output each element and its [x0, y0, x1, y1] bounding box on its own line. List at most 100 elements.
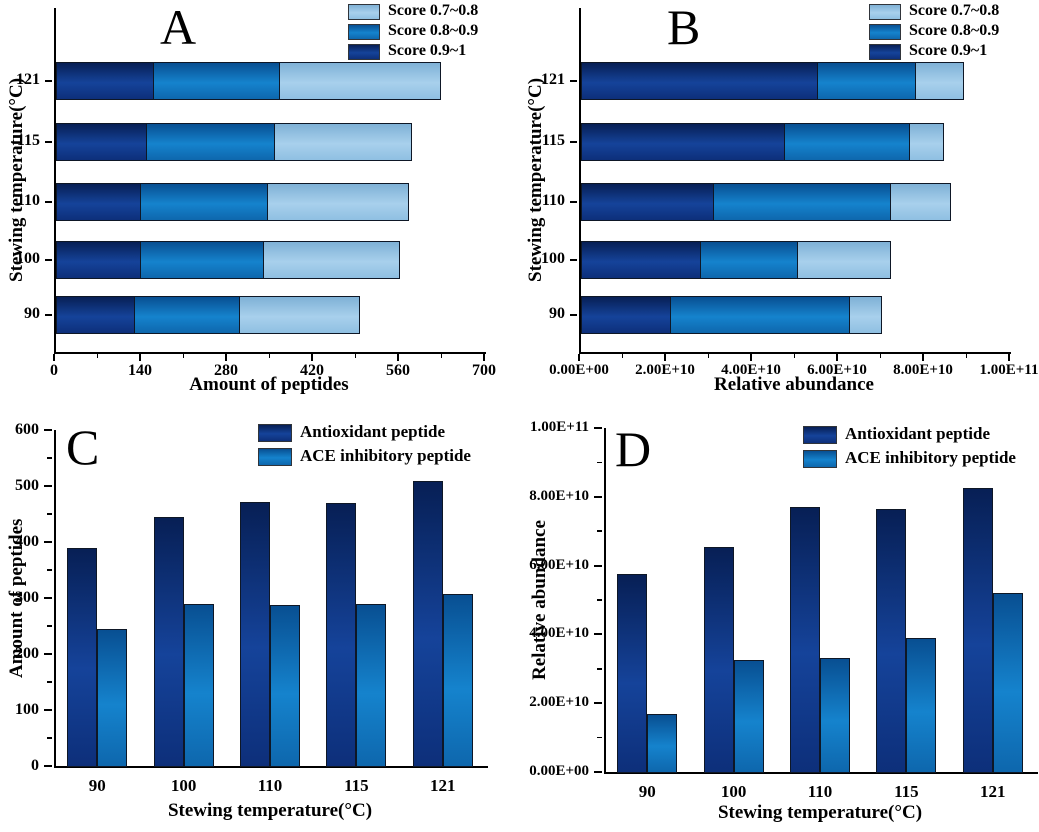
- legend-swatch-light: [348, 4, 380, 20]
- x-minor-tick: [879, 354, 881, 358]
- bar-segment-dark: [581, 241, 702, 280]
- x-tick-label: 420: [300, 362, 324, 379]
- panel-c: C Amount of peptides Stewing temperature…: [0, 410, 519, 832]
- y-tick-label: 90: [549, 305, 565, 323]
- legend-label: Score 0.8~0.9: [388, 22, 479, 39]
- y-major-tick: [44, 709, 52, 711]
- y-tick-label: 6.00E+10: [529, 556, 589, 573]
- legend-label: ACE inhibitory peptide: [845, 448, 1016, 467]
- y-tick-label: 100: [16, 250, 40, 268]
- bar-segment-mid: [153, 61, 280, 100]
- y-tick-label: 115: [541, 132, 565, 150]
- legend-swatch-mid: [258, 448, 292, 466]
- y-tick-label: 8.00E+10: [529, 487, 589, 504]
- x-tick-label: 8.00E+10: [893, 362, 953, 378]
- x-tick-label: 110: [807, 782, 833, 801]
- x-tick-label: 560: [386, 362, 410, 379]
- legend-swatch-light: [869, 4, 901, 20]
- bar-segment-mid: [700, 241, 799, 280]
- bar-segment-mid: [784, 123, 910, 162]
- x-major-tick: [311, 354, 313, 361]
- plot-area: [54, 430, 488, 768]
- bar-segment-dark: [56, 183, 141, 222]
- y-major-tick: [44, 429, 52, 431]
- y-tick-label: 4.00E+10: [529, 625, 589, 642]
- y-tick-label: 2.00E+10: [529, 694, 589, 711]
- x-major-tick: [664, 354, 666, 361]
- bar-dark: [617, 574, 648, 773]
- x-tick-label: 140: [128, 362, 152, 379]
- y-major-tick: [594, 633, 602, 636]
- y-tick-label: 600: [15, 421, 39, 438]
- panel-b: B Stewing temperature(°C) Relative abund…: [519, 0, 1039, 410]
- x-tick-label: 121: [980, 782, 1006, 801]
- bar-mid: [442, 593, 473, 767]
- bar-mid: [356, 603, 387, 767]
- bar-segment-light: [848, 296, 882, 335]
- x-axis-title: Amount of peptides: [189, 374, 349, 395]
- x-major-tick: [836, 354, 838, 361]
- bar-mid: [733, 660, 764, 773]
- y-tick-label: 1.00E+11: [530, 419, 589, 435]
- x-axis-title: Relative abundance: [714, 374, 874, 395]
- x-tick-label: 0.00E+00: [549, 362, 609, 378]
- plot-area: [54, 8, 486, 354]
- x-tick-label: 700: [472, 362, 496, 379]
- y-major-tick: [45, 259, 52, 262]
- plot-area: [579, 8, 1011, 354]
- x-tick-label: 1.00E+11: [979, 362, 1039, 378]
- bar-segment-mid: [139, 241, 265, 280]
- panel-letter-d: D: [615, 421, 652, 477]
- y-minor-tick: [597, 530, 602, 532]
- legend-swatch-mid: [869, 24, 901, 40]
- y-minor-tick: [47, 625, 52, 627]
- bar-segment-light: [263, 241, 400, 280]
- panel-letter-b: B: [667, 0, 701, 55]
- y-axis-title: Stewing temperature(°C): [525, 77, 546, 283]
- y-tick-label: 90: [24, 305, 40, 323]
- y-tick-label: 0.00E+00: [529, 763, 589, 779]
- bar-segment-light: [273, 123, 413, 162]
- legend-label: Antioxidant peptide: [300, 422, 445, 441]
- panel-d: D Relative abundance Stewing temperature…: [519, 410, 1039, 832]
- y-major-tick: [594, 771, 602, 773]
- y-minor-tick: [597, 736, 602, 739]
- x-major-tick: [225, 354, 227, 361]
- x-minor-tick: [440, 354, 442, 358]
- x-axis-title: Stewing temperature(°C): [167, 800, 373, 821]
- bar-segment-light: [797, 241, 891, 280]
- y-major-tick: [44, 765, 52, 767]
- legend-swatch-mid: [348, 24, 380, 40]
- bar-dark: [153, 516, 184, 767]
- x-major-tick: [397, 354, 399, 361]
- bar-segment-mid: [816, 61, 917, 100]
- y-major-tick: [570, 314, 577, 317]
- legend-swatch-dark: [348, 44, 380, 60]
- y-major-tick: [594, 495, 602, 498]
- bar-segment-mid: [139, 183, 268, 222]
- bar-mid: [820, 658, 850, 773]
- y-minor-tick: [597, 668, 602, 670]
- legend-label: ACE inhibitory peptide: [300, 446, 471, 465]
- y-tick-label: 121: [541, 70, 565, 88]
- panel-letter-a: A: [160, 0, 197, 55]
- y-major-tick: [44, 653, 52, 655]
- bar-dark: [240, 501, 270, 767]
- legend-label: Score 0.9~1: [909, 42, 988, 59]
- bar-segment-dark: [56, 61, 155, 100]
- x-minor-tick: [96, 354, 98, 358]
- plot-area: [604, 428, 1038, 774]
- bar-segment-dark: [581, 61, 818, 100]
- legend-swatch-dark: [258, 424, 292, 442]
- bar-segment-dark: [56, 123, 147, 162]
- y-tick-label: 400: [15, 533, 39, 550]
- bar-segment-light: [915, 61, 964, 100]
- bar-dark: [790, 507, 820, 773]
- y-tick-label: 100: [15, 701, 39, 718]
- bar-segment-dark: [581, 296, 672, 335]
- y-major-tick: [570, 259, 577, 262]
- x-tick-label: 115: [894, 782, 919, 801]
- x-tick-label: 100: [170, 776, 197, 795]
- y-tick-label: 100: [541, 250, 565, 268]
- x-tick-label: 115: [344, 776, 369, 795]
